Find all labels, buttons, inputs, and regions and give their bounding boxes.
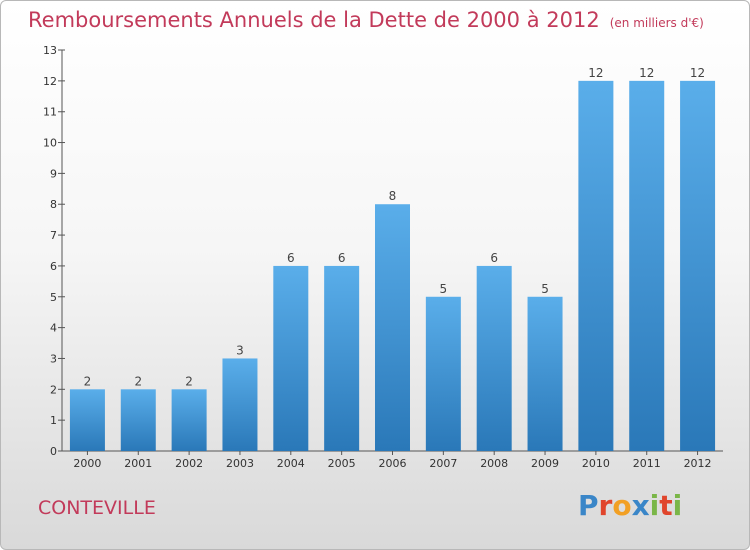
bar [528, 297, 563, 451]
bar [375, 204, 410, 451]
x-tick-label: 2001 [124, 457, 152, 470]
x-tick-label: 2003 [226, 457, 254, 470]
data-label: 8 [389, 189, 397, 203]
bar [172, 389, 207, 451]
y-tick-label: 12 [43, 75, 57, 88]
data-label: 2 [84, 374, 92, 388]
data-label: 3 [236, 343, 244, 357]
logo-letter: r [599, 489, 613, 522]
data-label: 6 [490, 251, 498, 265]
logo-letter: i [673, 489, 683, 522]
x-tick-label: 2011 [633, 457, 661, 470]
x-tick-label: 2007 [429, 457, 457, 470]
logo-letter: t [659, 489, 672, 522]
y-tick-label: 6 [50, 260, 57, 273]
bar [273, 266, 308, 451]
x-tick-label: 2009 [531, 457, 559, 470]
data-label: 2 [185, 374, 193, 388]
data-label: 5 [440, 282, 448, 296]
y-tick-label: 11 [43, 106, 57, 119]
bar [222, 358, 257, 451]
x-tick-label: 2012 [684, 457, 712, 470]
data-label: 12 [588, 66, 603, 80]
bar [578, 81, 613, 451]
commune-name: CONTEVILLE [38, 497, 156, 519]
y-tick-label: 0 [50, 445, 57, 458]
data-label: 12 [639, 66, 654, 80]
logo-letter: o [612, 489, 631, 522]
x-tick-label: 2008 [480, 457, 508, 470]
y-tick-label: 5 [50, 291, 57, 304]
data-label: 6 [338, 251, 346, 265]
data-label: 2 [134, 374, 142, 388]
y-tick-label: 2 [50, 383, 57, 396]
y-tick-label: 4 [50, 322, 57, 335]
logo-letter: i [650, 489, 660, 522]
bar [680, 81, 715, 451]
y-tick-label: 7 [50, 229, 57, 242]
y-tick-label: 10 [43, 137, 57, 150]
logo-letter: x [632, 489, 650, 522]
y-tick-label: 3 [50, 352, 57, 365]
bar [324, 266, 359, 451]
bar [70, 389, 105, 451]
bar [121, 389, 156, 451]
x-tick-label: 2000 [73, 457, 101, 470]
y-tick-label: 13 [43, 44, 57, 57]
x-tick-label: 2010 [582, 457, 610, 470]
data-label: 5 [541, 282, 549, 296]
y-tick-label: 8 [50, 198, 57, 211]
data-label: 6 [287, 251, 295, 265]
x-tick-label: 2006 [379, 457, 407, 470]
bar [477, 266, 512, 451]
y-tick-label: 1 [50, 414, 57, 427]
y-tick-label: 9 [50, 167, 57, 180]
x-tick-label: 2004 [277, 457, 305, 470]
proxiti-logo: Proxiti [578, 489, 682, 522]
x-tick-label: 2002 [175, 457, 203, 470]
x-tick-label: 2005 [328, 457, 356, 470]
data-label: 12 [690, 66, 705, 80]
logo-letter: P [578, 489, 599, 522]
bar [629, 81, 664, 451]
bar [426, 297, 461, 451]
